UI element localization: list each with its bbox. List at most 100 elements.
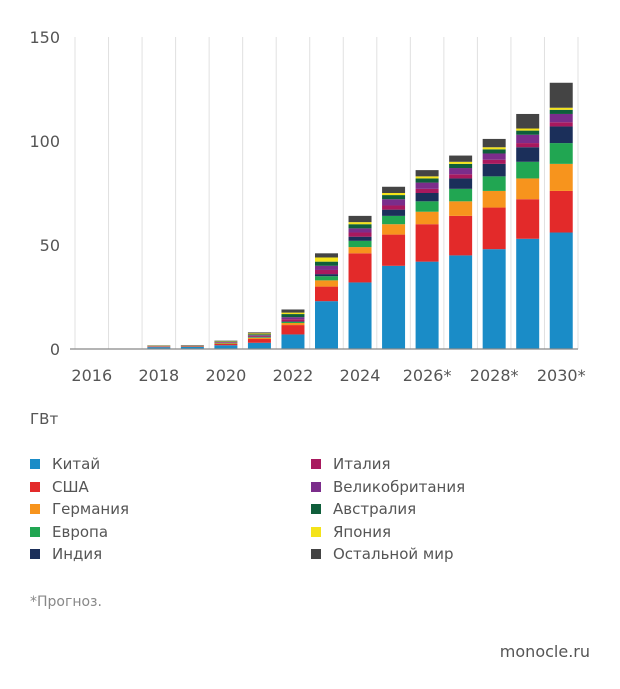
legend-swatch xyxy=(30,504,40,514)
legend-swatch xyxy=(30,481,40,492)
bar-segment xyxy=(315,265,338,270)
bar-segment xyxy=(348,228,372,233)
legend-swatch xyxy=(30,459,40,469)
bar-segment xyxy=(147,347,171,349)
bar-segment xyxy=(482,149,506,154)
bar-segment xyxy=(449,168,473,175)
y-tick-label: 0 xyxy=(50,340,60,359)
legend-label: Австралия xyxy=(333,500,417,518)
bar-segment xyxy=(516,128,540,131)
bar-segment xyxy=(449,178,473,189)
y-tick-label: 100 xyxy=(29,132,60,151)
bar-segment xyxy=(449,255,473,349)
legend-swatch xyxy=(30,549,40,559)
bar-segment xyxy=(247,339,271,343)
bar-segment xyxy=(482,147,506,150)
y-tick-label: 50 xyxy=(40,236,60,255)
bar-segment xyxy=(516,161,540,179)
bar-segment xyxy=(482,176,506,191)
legend-item: Индия xyxy=(30,545,102,563)
bar-segment xyxy=(382,193,406,196)
legend-label: США xyxy=(52,477,89,496)
legend-swatch xyxy=(30,526,40,537)
bar-segment xyxy=(247,335,271,337)
bar-segment xyxy=(315,286,338,302)
legend-label: Япония xyxy=(333,522,391,541)
bar-segment xyxy=(549,82,573,108)
bar-segment xyxy=(281,323,305,326)
bar-segment xyxy=(247,342,271,349)
bar-segment xyxy=(549,143,573,164)
bar-segment xyxy=(214,344,238,346)
bar-segment xyxy=(482,190,506,208)
bar-segment xyxy=(549,163,573,191)
legend-swatch xyxy=(311,504,321,514)
bar-segment xyxy=(348,253,372,283)
bar-segment xyxy=(516,134,540,144)
bar-segment xyxy=(516,199,540,239)
bar-segment xyxy=(315,280,338,287)
bar-segment xyxy=(549,122,573,127)
bar-segment xyxy=(281,325,305,335)
bar-segment xyxy=(382,234,406,266)
bar-segment xyxy=(415,224,439,262)
bar-segment xyxy=(549,109,573,114)
legend-swatch xyxy=(311,526,321,537)
bar-segment xyxy=(315,261,338,266)
grid xyxy=(74,37,579,349)
legend-swatch xyxy=(311,549,321,559)
legend-label: Великобритания xyxy=(333,477,466,496)
bar-segment xyxy=(382,224,406,235)
legend-label: Китай xyxy=(52,455,101,473)
bar-segment xyxy=(348,224,372,229)
bar-segment xyxy=(281,317,305,320)
bar-segment xyxy=(315,269,338,275)
bars xyxy=(80,82,573,349)
bar-segment xyxy=(449,201,473,216)
bar-segment xyxy=(247,337,271,340)
legend-label: Германия xyxy=(52,500,129,518)
legend-item: США xyxy=(30,478,89,496)
bar-segment xyxy=(382,215,406,225)
axes: 0 50 100 150 2016 2018 2020 2022 2024 2026* 2028* 2… xyxy=(29,28,585,385)
bar-segment xyxy=(415,176,439,179)
bar-segment xyxy=(415,201,439,212)
bar-segment xyxy=(281,314,305,318)
bar-segment xyxy=(482,138,506,148)
bar-segment xyxy=(449,215,473,256)
bar-segment xyxy=(348,215,372,223)
legend-label: Индия xyxy=(52,545,103,563)
bar-segment xyxy=(281,321,305,322)
legend-swatch xyxy=(311,481,321,492)
chart: 0 50 100 150 2016 2018 2020 2022 2024 2026* 2028* 2… xyxy=(29,28,585,385)
bar-segment xyxy=(516,143,540,148)
bar-segment xyxy=(382,195,406,200)
bar-segment xyxy=(382,265,406,349)
bar-segment xyxy=(449,161,473,164)
legend-label: Италия xyxy=(333,455,391,473)
bar-segment xyxy=(415,211,439,225)
bar-segment xyxy=(382,199,406,206)
bar-segment xyxy=(382,205,406,210)
unit-label: ГВт xyxy=(30,410,59,428)
bar-segment xyxy=(449,188,473,202)
bar-segment xyxy=(549,190,573,233)
source-label: monocle.ru xyxy=(499,642,590,661)
bar-segment xyxy=(247,334,271,336)
bar-segment xyxy=(348,240,372,248)
legend-item: Япония xyxy=(311,523,391,541)
y-tick-label: 150 xyxy=(29,28,60,47)
legend-label: Остальной мир xyxy=(333,545,454,563)
bar-segment xyxy=(415,170,439,177)
bar-segment xyxy=(281,309,305,313)
bar-segment xyxy=(348,247,372,254)
bar-segment xyxy=(415,182,439,189)
bar-segment xyxy=(482,153,506,160)
bar-segment xyxy=(247,333,271,335)
x-tick-label: 2028* xyxy=(470,366,519,385)
legend-item: Китай xyxy=(30,455,100,473)
bar-segment xyxy=(315,257,338,262)
bar-segment xyxy=(315,301,338,349)
bar-segment xyxy=(415,188,439,193)
bar-segment xyxy=(348,236,372,241)
